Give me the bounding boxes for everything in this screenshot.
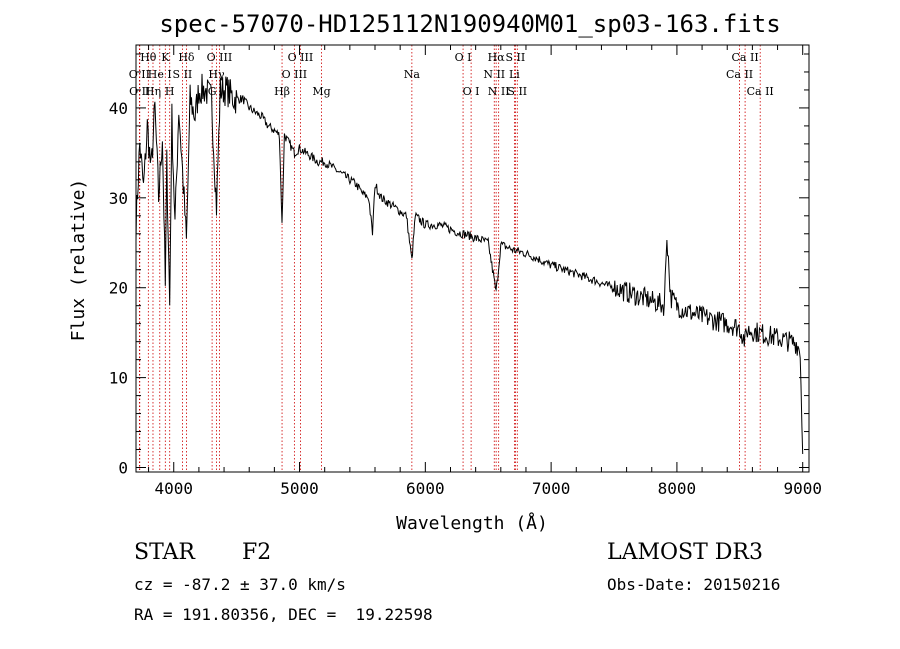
y-axis-ticks: 0 10 20 30 40 — [109, 53, 809, 478]
line-label-11: G — [208, 85, 217, 98]
y-tick-label-0: 0 — [118, 459, 128, 478]
line-label-2: O II — [129, 85, 150, 98]
y-axis-label: Flux (relative) — [68, 179, 89, 342]
y-tick-label-1: 10 — [109, 369, 128, 388]
line-label-27: Ca II — [747, 85, 774, 98]
x-tick-label-2: 6000 — [406, 479, 445, 498]
line-label-3: Hη — [145, 85, 161, 98]
line-label-10: Hγ — [208, 68, 225, 81]
line-label-13: O III — [288, 51, 314, 64]
survey-name: LAMOST DR3 — [607, 540, 763, 565]
line-label-25: Ca II — [732, 51, 759, 64]
spectral-line-markers — [138, 45, 761, 472]
object-subclass: F2 — [242, 540, 272, 565]
spectrum-series-line — [135, 73, 804, 455]
line-label-20: S II — [506, 51, 526, 64]
line-label-21: N II — [483, 68, 505, 81]
object-type: STAR — [134, 540, 195, 565]
x-tick-label-1: 5000 — [280, 479, 319, 498]
coordinates: RA = 191.80356, DEC = 19.22598 — [134, 605, 433, 624]
line-label-9: O III — [207, 51, 233, 64]
line-label-26: Ca II — [726, 68, 753, 81]
line-label-0: Hθ — [140, 51, 157, 64]
line-label-22: Li — [509, 68, 520, 81]
chart-title: spec-57070-HD125112N190940M01_sp03-163.f… — [159, 10, 780, 38]
line-label-18: O I — [463, 85, 480, 98]
redshift-value: cz = -87.2 ± 37.0 km/s — [134, 575, 346, 594]
line-label-8: Hδ — [178, 51, 195, 64]
line-label-12: Hβ — [274, 85, 290, 98]
x-tick-label-0: 4000 — [154, 479, 193, 498]
x-tick-label-5: 9000 — [783, 479, 822, 498]
x-tick-label-4: 8000 — [658, 479, 697, 498]
x-axis-label: Wavelength (Å) — [396, 512, 548, 534]
line-label-7: H — [165, 85, 175, 98]
line-label-6: S II — [173, 68, 193, 81]
line-label-15: Mg — [312, 85, 330, 98]
y-tick-label-4: 40 — [109, 99, 128, 118]
x-tick-label-3: 7000 — [532, 479, 571, 498]
y-tick-label-3: 30 — [109, 189, 128, 208]
line-label-17: O I — [455, 51, 472, 64]
line-label-23: N II — [488, 85, 510, 98]
observation-date: Obs-Date: 20150216 — [607, 575, 781, 594]
line-label-19: Hα — [488, 51, 506, 64]
line-label-1: O II — [129, 68, 150, 81]
spectrum-chart: spec-57070-HD125112N190940M01_sp03-163.f… — [68, 10, 822, 534]
line-label-24: S II — [507, 85, 527, 98]
line-label-14: O III — [282, 68, 308, 81]
x-axis-ticks: 4000 5000 6000 7000 8000 9000 — [148, 45, 822, 498]
plot-frame — [135, 44, 810, 473]
line-label-4: K — [161, 51, 170, 64]
line-label-16: Na — [404, 68, 421, 81]
y-tick-label-2: 20 — [109, 279, 128, 298]
line-label-5: He I — [148, 68, 172, 81]
